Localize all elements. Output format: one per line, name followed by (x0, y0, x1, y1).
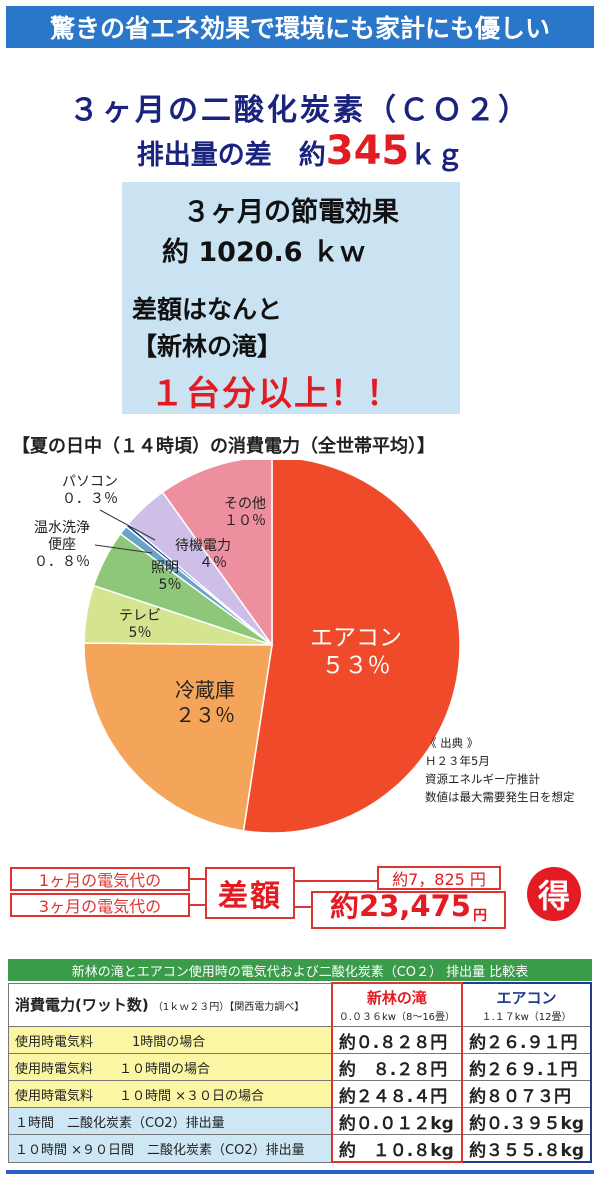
month1-label: 1ヶ月の電気代の (10, 867, 190, 891)
row-value-col1: 約０.０１２kg (330, 1107, 464, 1135)
month3-label: 3ヶ月の電気代の (10, 893, 190, 917)
savings-line2: 約 1020.6 ｋｗ (162, 237, 366, 268)
table-row: 使用時電気料 １０時間の場合 約 ８.２８円 約２６９.１円 (7, 1053, 592, 1081)
co2-diff-value: 345 (325, 128, 410, 174)
co2-difference: 排出量の差 約345ｋｇ (0, 128, 600, 174)
table-row: １時間 二酸化炭素（CO2）排出量 約０.０１２kg 約０.３９５kg (7, 1107, 592, 1135)
comparison-table: 消費電力(ワット数) （1ｋｗ２３円）【関西電力調べ】 新林の滝 ０.０３６kw… (7, 982, 592, 1163)
table-row: 使用時電気料 １０時間 ×３０日の場合 約２４８.４円 約８０７３円 (7, 1080, 592, 1108)
co2-diff-label: 排出量の差 約 (136, 140, 326, 171)
amount-3-month-value: 約23,475 (330, 889, 471, 923)
row-value-col1: 約２４８.４円 (330, 1080, 464, 1108)
amount-3-month: 約23,475 円 (311, 889, 506, 929)
amount-3-month-unit: 円 (472, 908, 487, 924)
table-title: 新林の滝とエアコン使用時の電気代および二酸化炭素（CO２） 排出量 比較表 (8, 959, 592, 981)
fridge-pct-label: ２３％ (175, 703, 235, 727)
connector-line (190, 904, 206, 906)
difference-label: 差額 (205, 867, 295, 919)
col2-sub: １.１７kw（12畳） (481, 1012, 572, 1023)
amount-1-month: 約7，825 円 (377, 866, 501, 890)
pie-slice-aircon (242, 460, 461, 834)
col1-sub: ０.０３６kw（8～16畳） (338, 1012, 456, 1023)
row-value-col2: 約２６９.１円 (461, 1053, 592, 1081)
source-line-2: Ｈ２３年5月 (425, 754, 490, 768)
savings-line5: １台分以上！！ (150, 374, 402, 414)
toku-badge: 得 (527, 867, 581, 921)
row-label: 使用時電気料 １０時間 ×３０日の場合 (7, 1080, 333, 1108)
savings-line4: 【新林の滝】 (132, 332, 283, 361)
connector-line (292, 880, 378, 882)
header-main-cell: 消費電力(ワット数) （1ｋｗ２３円）【関西電力調べ】 (7, 982, 333, 1027)
fridge-label: 冷蔵庫 (175, 678, 235, 702)
table-row: １０時間 ×９０日間 二酸化炭素（CO2）排出量 約 １０.８kg 約３５５.８… (7, 1134, 592, 1163)
header-col1: 新林の滝 ０.０３６kw（8～16畳） (330, 982, 464, 1027)
pie-slice-other (161, 460, 273, 648)
row-value-col2: 約３５５.８kg (461, 1134, 592, 1163)
pie-chart-title: 【夏の日中（１４時頃）の消費電力（全世帯平均）】 (12, 436, 435, 457)
toilet-label-2: 便座 (48, 537, 76, 553)
tv-pct-label: 5％ (129, 625, 152, 641)
other-pct-label: １０％ (224, 513, 266, 529)
row-value-col1: 約 ８.２８円 (330, 1053, 464, 1081)
headline-banner: 驚きの省エネ効果で環境にも家計にも優しい (6, 6, 594, 48)
table-header-row: 消費電力(ワット数) （1ｋｗ２３円）【関西電力調べ】 新林の滝 ０.０３６kw… (7, 982, 592, 1027)
savings-line1: ３ヶ月の節電効果 (183, 197, 399, 228)
aircon-pct-label: ５３％ (322, 653, 391, 679)
light-pct-label: 5％ (159, 577, 182, 593)
pc-label: パソコン (62, 474, 118, 490)
pc-leader-line (99, 509, 156, 541)
col1-name: 新林の滝 (366, 989, 427, 1007)
col2-name: エアコン (496, 989, 557, 1007)
row-label: 使用時電気料 １０時間の場合 (7, 1053, 333, 1081)
row-value-col2: 約８０７３円 (461, 1080, 592, 1108)
aircon-label: エアコン (310, 625, 402, 651)
connector-line (292, 906, 312, 908)
light-label: 照明 (151, 560, 179, 576)
savings-line3: 差額はなんと (132, 295, 283, 324)
other-label: その他 (224, 496, 266, 512)
row-value-col2: 約２６.９１円 (461, 1026, 592, 1054)
source-line-1: 《 出典 》 (425, 736, 478, 750)
standby-label: 待機電力 (175, 538, 231, 554)
co2-title: ３ヶ月の二酸化炭素（ＣＯ２） (69, 93, 531, 128)
row-value-col1: 約０.８２８円 (330, 1026, 464, 1054)
toilet-label-1: 温水洗浄 (34, 520, 90, 536)
source-line-4: 数値は最大需要発生日を想定 (425, 790, 575, 804)
pie-chart: パソコン ０．３％ 温水洗浄 便座 ０．８％ その他 １０％ 待機電力 ４％ 照… (34, 460, 575, 834)
connector-line (190, 878, 206, 880)
header-main: 消費電力(ワット数) (15, 996, 149, 1015)
row-value-col2: 約０.３９５kg (461, 1107, 592, 1135)
tv-label: テレビ (119, 608, 161, 624)
pie-slice-fridge (83, 642, 273, 832)
row-label: １０時間 ×９０日間 二酸化炭素（CO2）排出量 (7, 1134, 333, 1163)
header-sub: （1ｋｗ２３円）【関西電力調べ】 (152, 1002, 305, 1014)
standby-pct-label: ４％ (199, 555, 227, 571)
savings-box: ３ヶ月の節電効果 約 1020.6 ｋｗ 差額はなんと 【新林の滝】 １台分以上… (122, 182, 460, 414)
row-label: １時間 二酸化炭素（CO2）排出量 (7, 1107, 333, 1135)
source-line-3: 資源エネルギー庁推計 (425, 772, 540, 786)
row-label: 使用時電気料 1時間の場合 (7, 1026, 333, 1054)
row-value-col1: 約 １０.８kg (330, 1134, 464, 1163)
bottom-divider (6, 1170, 594, 1174)
pc-pct-label: ０．３％ (62, 491, 118, 507)
toilet-leader-line (94, 544, 153, 554)
toilet-pct-label: ０．８％ (34, 554, 90, 570)
table-row: 使用時電気料 1時間の場合 約０.８２８円 約２６.９１円 (7, 1026, 592, 1054)
header-col2: エアコン １.１７kw（12畳） (461, 982, 592, 1027)
co2-diff-unit: ｋｇ (409, 140, 464, 171)
